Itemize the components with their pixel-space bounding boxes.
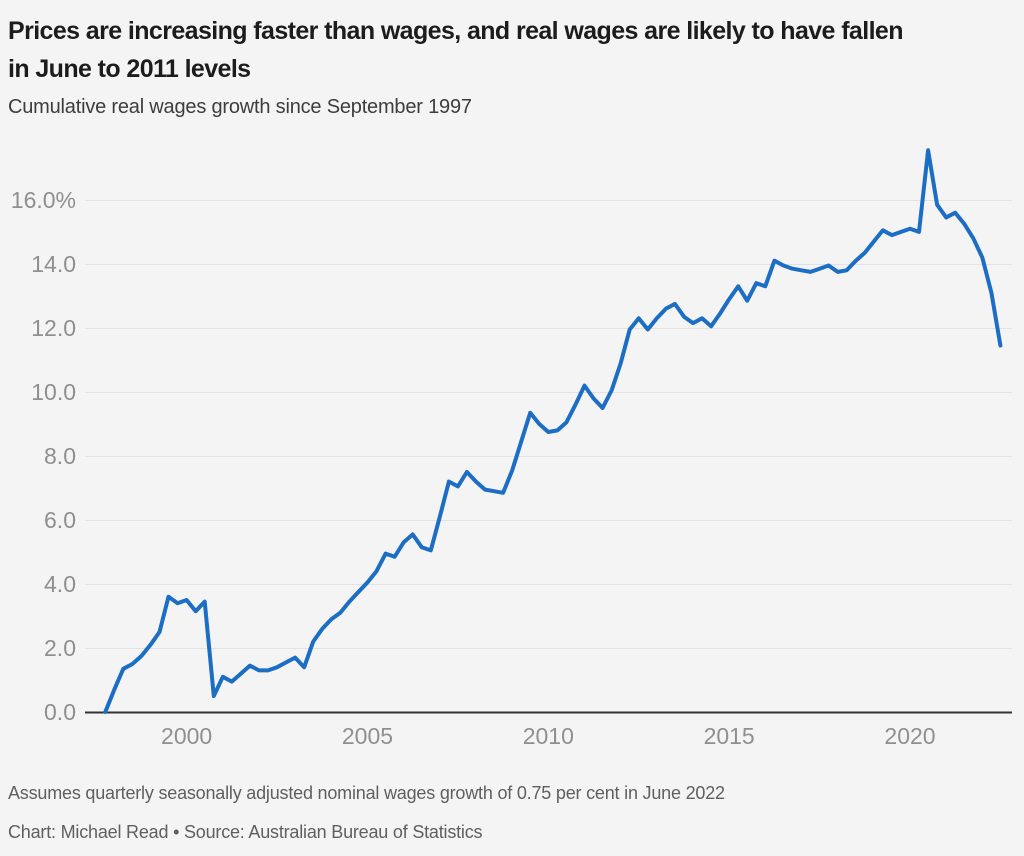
chart-title-line-2: in June to 2011 levels — [8, 55, 251, 83]
line-chart-canvas: 0.0 2.0 4.0 6.0 8.0 10.0 12.0 14.0 16.0% 2000 2005… — [11, 148, 1012, 749]
chart-footnote: Assumes quarterly seasonally adjusted no… — [8, 783, 725, 803]
chart-credit: Chart: Michael Read • Source: Australian… — [8, 822, 483, 842]
y-tick-label: 10.0 — [31, 379, 76, 405]
x-tick-label: 2020 — [884, 723, 935, 749]
real-wages-line — [103, 148, 1003, 714]
y-tick-label: 2.0 — [44, 635, 76, 661]
y-tick-label: 16.0% — [11, 187, 76, 213]
x-tick-label: 2005 — [342, 723, 393, 749]
chart-title-line-1: Prices are increasing faster than wages,… — [8, 17, 904, 45]
y-tick-label: 6.0 — [44, 507, 76, 533]
x-tick-label: 2015 — [704, 723, 755, 749]
y-tick-label: 0.0 — [44, 699, 76, 725]
chart-subtitle: Cumulative real wages growth since Septe… — [8, 96, 472, 118]
y-tick-label: 8.0 — [44, 443, 76, 469]
y-tick-label: 14.0 — [31, 251, 76, 277]
y-tick-label: 4.0 — [44, 571, 76, 597]
x-tick-label: 2000 — [161, 723, 212, 749]
chart-title: Prices are increasing faster than wages,… — [8, 12, 1018, 88]
y-tick-label: 12.0 — [31, 315, 76, 341]
x-tick-label: 2010 — [523, 723, 574, 749]
